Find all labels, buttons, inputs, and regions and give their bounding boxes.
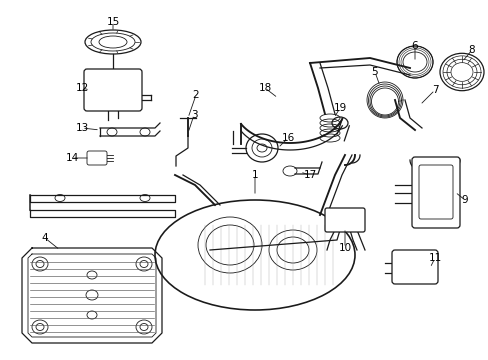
Text: 18: 18 xyxy=(258,83,271,93)
Text: 3: 3 xyxy=(190,110,197,120)
Text: 2: 2 xyxy=(192,90,199,100)
Text: 17: 17 xyxy=(303,170,316,180)
FancyBboxPatch shape xyxy=(418,165,452,219)
Text: 16: 16 xyxy=(281,133,294,143)
FancyBboxPatch shape xyxy=(84,69,142,111)
Text: 8: 8 xyxy=(468,45,474,55)
Text: 12: 12 xyxy=(75,83,88,93)
Text: 9: 9 xyxy=(461,195,468,205)
FancyBboxPatch shape xyxy=(87,151,107,165)
Text: 6: 6 xyxy=(411,41,417,51)
Text: 11: 11 xyxy=(427,253,441,263)
FancyBboxPatch shape xyxy=(411,157,459,228)
Text: 13: 13 xyxy=(75,123,88,133)
Text: 5: 5 xyxy=(371,67,378,77)
Text: 10: 10 xyxy=(338,243,351,253)
FancyBboxPatch shape xyxy=(325,208,364,232)
Text: 4: 4 xyxy=(41,233,48,243)
FancyBboxPatch shape xyxy=(391,250,437,284)
Text: 19: 19 xyxy=(333,103,346,113)
Text: 7: 7 xyxy=(431,85,437,95)
Text: 15: 15 xyxy=(106,17,120,27)
Text: 1: 1 xyxy=(251,170,258,180)
Text: 14: 14 xyxy=(65,153,79,163)
